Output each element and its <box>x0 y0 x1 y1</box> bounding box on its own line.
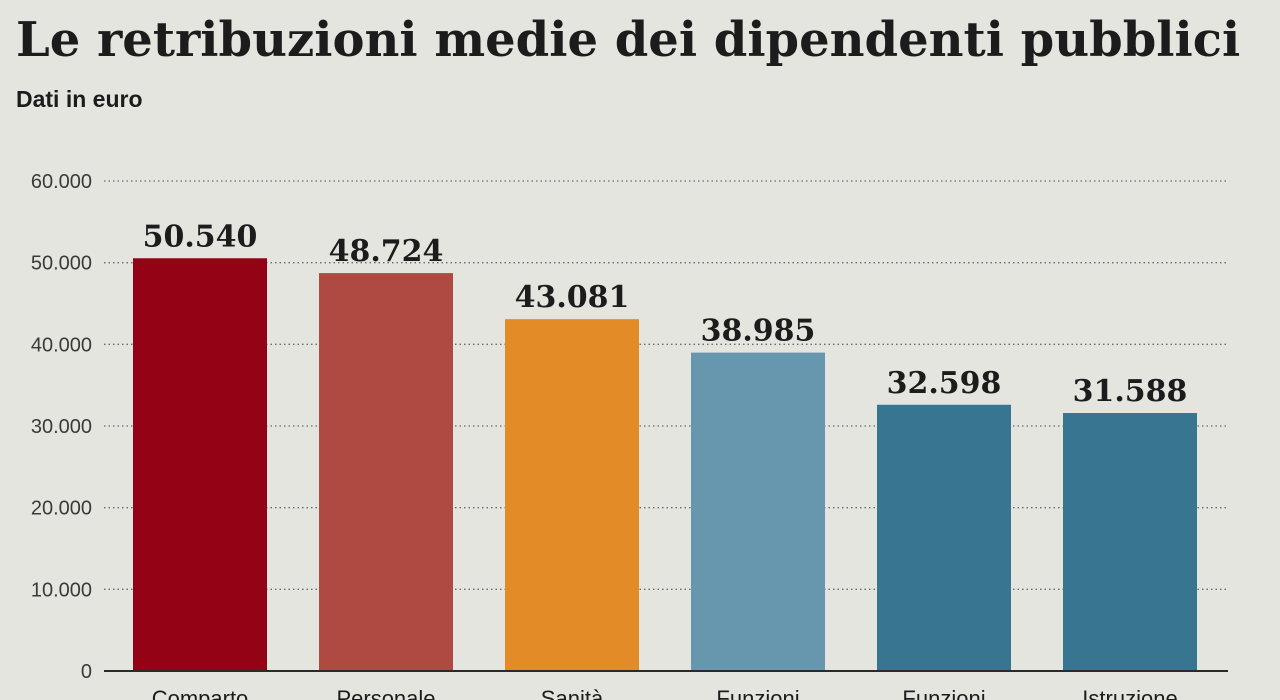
x-category-label: Personale <box>336 686 435 700</box>
y-tick-label: 0 <box>81 661 92 683</box>
y-tick-label: 30.000 <box>31 416 92 438</box>
bar <box>505 319 639 671</box>
value-labels: 50.540 48.724 43.081 38.985 32.598 31.588 <box>143 219 1188 409</box>
y-tick-label: 20.000 <box>31 498 92 520</box>
category-labels: Comparto Personale Sanità Funzioni Funzioni I… <box>152 686 1178 700</box>
bar-value-label: 38.985 <box>701 314 816 349</box>
x-category-label: Funzioni <box>716 686 799 700</box>
bar <box>691 352 825 671</box>
x-category-label: Funzioni <box>902 686 985 700</box>
y-tick-label: 40.000 <box>31 334 92 356</box>
bar <box>1063 413 1197 671</box>
x-category-label: Sanità <box>541 686 604 700</box>
x-category-label: Comparto <box>152 686 249 700</box>
chart-title: Le retribuzioni medie dei dipendenti pub… <box>16 12 1241 68</box>
bar-value-label: 32.598 <box>887 366 1002 401</box>
y-tick-label: 50.000 <box>31 253 92 275</box>
x-category-label: Istruzione <box>1082 686 1177 700</box>
bars <box>133 258 1197 671</box>
bar-value-label: 43.081 <box>515 280 630 315</box>
bar-value-label: 48.724 <box>329 234 444 269</box>
bar <box>877 404 1011 671</box>
y-axis-tick-labels: 0 10.000 20.000 30.000 40.000 50.000 60.000 <box>31 171 92 683</box>
bar <box>133 258 267 671</box>
y-tick-label: 60.000 <box>31 171 92 193</box>
bar <box>319 273 453 671</box>
gridlines <box>104 180 1228 590</box>
bar-value-label: 50.540 <box>143 219 258 254</box>
bar-value-label: 31.588 <box>1073 374 1188 409</box>
chart-subtitle: Dati in euro <box>16 86 143 112</box>
y-tick-label: 10.000 <box>31 579 92 601</box>
